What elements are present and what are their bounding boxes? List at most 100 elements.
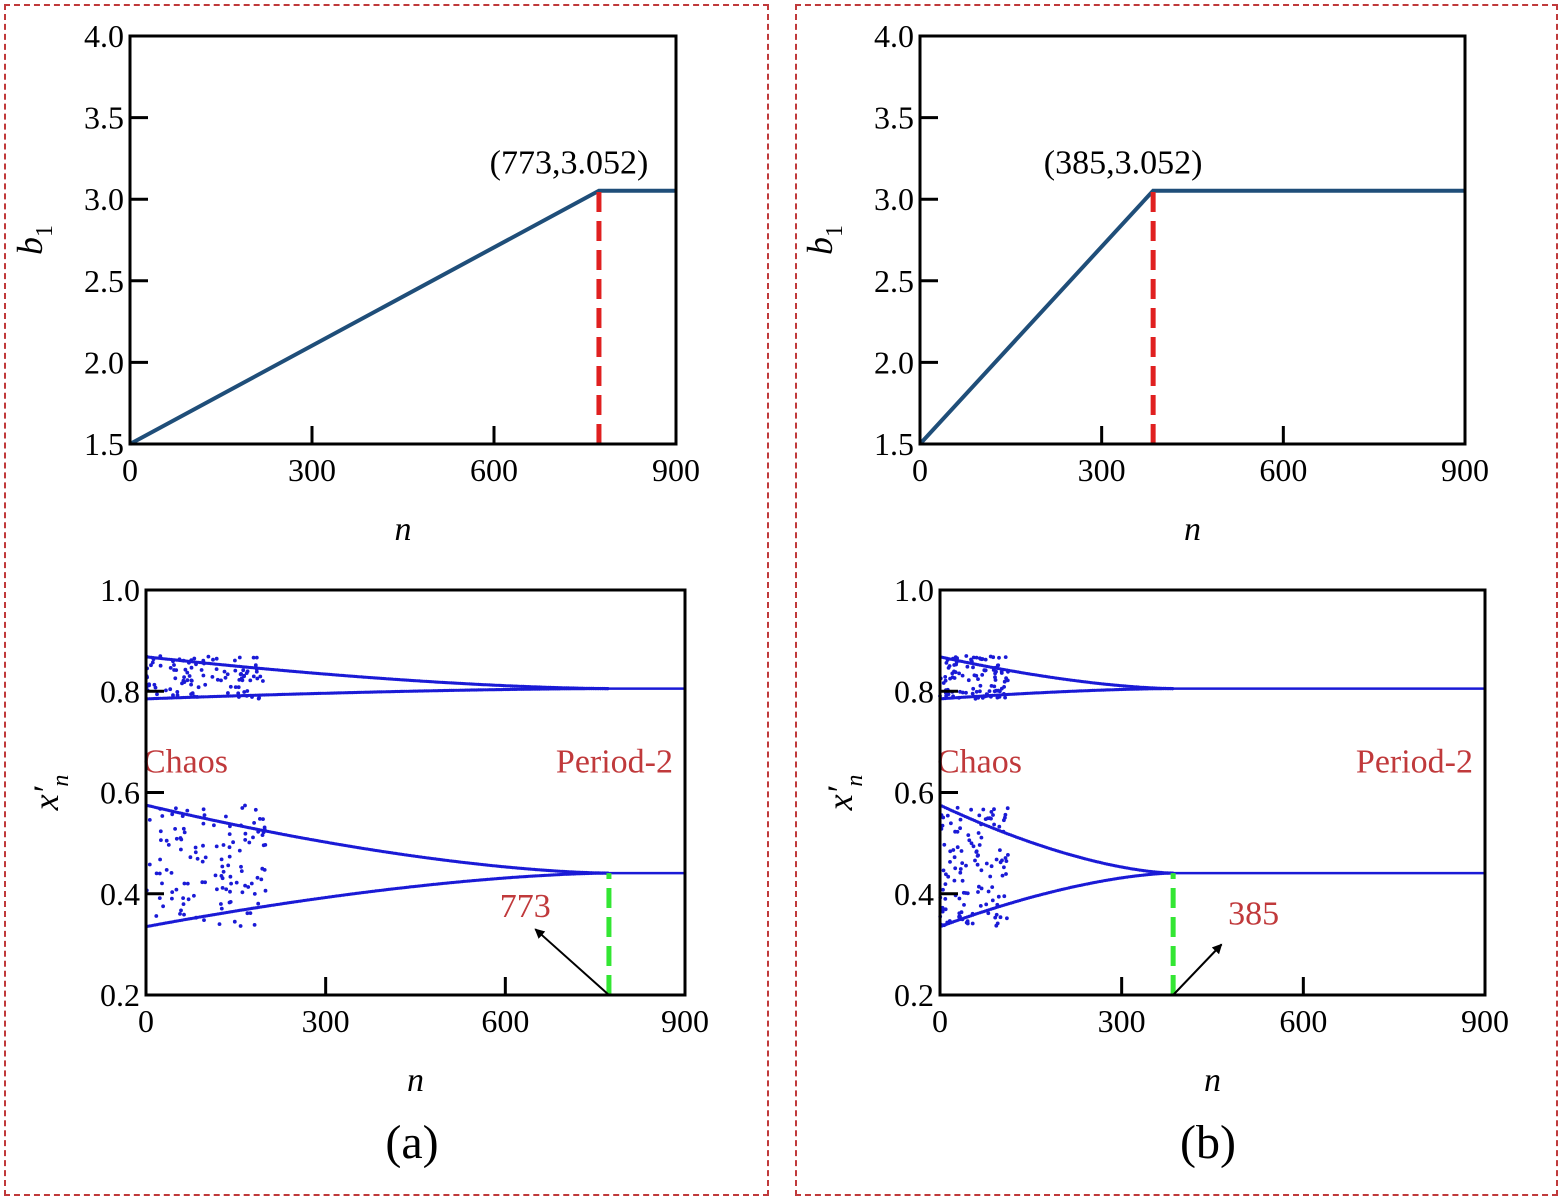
chaos-point xyxy=(158,663,163,668)
chaos-point xyxy=(254,655,259,660)
chaos-point xyxy=(1002,894,1007,899)
chaos-point xyxy=(976,831,981,835)
chaos-point xyxy=(173,676,178,681)
chaos-point xyxy=(1005,916,1009,921)
chaos-point xyxy=(178,912,182,916)
chaos-point xyxy=(1003,695,1007,700)
chaos-point xyxy=(251,674,256,679)
chaos-point xyxy=(233,658,237,663)
chaos-point xyxy=(175,693,180,698)
chaos-point xyxy=(958,867,963,871)
y-tick-label: 0.8 xyxy=(894,673,934,709)
chaos-point xyxy=(980,657,985,661)
chaos-point xyxy=(203,880,208,885)
chaos-point xyxy=(993,678,998,682)
bifurcation-dots xyxy=(144,654,610,928)
y-axis-label: x′n xyxy=(820,775,868,812)
chaos-point xyxy=(1003,812,1008,817)
bifurcation-dots xyxy=(938,654,1175,928)
chaos-point xyxy=(254,667,259,671)
chaos-point xyxy=(195,695,200,699)
chaos-point xyxy=(943,675,948,679)
chaos-point xyxy=(960,878,965,883)
chaos-point xyxy=(242,674,247,679)
chaos-point xyxy=(955,656,959,661)
x-tick-label: 0 xyxy=(138,1003,154,1039)
chaos-point xyxy=(941,907,945,911)
chaos-point xyxy=(964,863,968,868)
chaos-point xyxy=(979,886,984,891)
x-tick-label: 300 xyxy=(1078,452,1126,488)
chaos-point xyxy=(215,887,219,892)
chaos-point xyxy=(245,911,250,916)
chaos-point xyxy=(239,864,243,869)
chaos-point xyxy=(261,679,265,683)
chaos-point xyxy=(157,896,162,900)
chaos-point xyxy=(953,829,957,834)
chaos-point xyxy=(965,891,970,896)
chaos-point xyxy=(252,821,256,825)
chaos-point xyxy=(996,688,1001,693)
chaos-point xyxy=(967,838,972,843)
panel-b-frame xyxy=(795,4,1558,1196)
chaos-point xyxy=(248,678,253,683)
chaos-point xyxy=(154,914,159,918)
chaos-point xyxy=(991,813,995,817)
chart-a-top: (773,3.052) 0 300 600 900 1.5 2.0 2.5 3.0 3.5 4.0 n… xyxy=(10,18,700,548)
chaos-point xyxy=(199,668,204,672)
chaos-point xyxy=(232,919,237,924)
chaos-point xyxy=(961,890,966,895)
chaos-point xyxy=(186,897,191,902)
chaos-point xyxy=(1003,856,1008,860)
chaos-point xyxy=(171,693,175,698)
y-tick-label: 0.8 xyxy=(100,673,140,709)
chaos-point xyxy=(974,655,979,660)
chaos-point xyxy=(192,656,197,661)
chaos-point xyxy=(951,656,955,661)
chaos-point xyxy=(185,881,190,886)
chaos-point xyxy=(994,857,999,862)
chaos-point xyxy=(168,687,173,692)
chaos-point xyxy=(172,668,177,672)
chaos-point xyxy=(252,892,257,896)
chaos-point xyxy=(181,896,186,900)
x-axis-label: n xyxy=(395,511,412,548)
x-tick-label: 300 xyxy=(1098,1003,1146,1039)
chaos-point xyxy=(201,843,205,848)
chaos-point xyxy=(200,859,205,864)
chaos-point xyxy=(147,818,152,822)
chaos-point xyxy=(222,669,227,674)
chaos-point xyxy=(189,665,194,670)
chaos-point xyxy=(227,845,232,850)
chaos-point xyxy=(262,825,267,830)
chaos-point xyxy=(258,674,263,679)
chaos-point xyxy=(942,842,947,847)
chaos-point xyxy=(223,675,228,680)
chaos-point xyxy=(228,900,233,904)
chaos-point xyxy=(160,814,165,818)
chaos-point xyxy=(941,887,945,892)
chaos-point xyxy=(1003,815,1007,820)
chaos-point xyxy=(244,694,249,698)
chaos-point xyxy=(158,807,163,811)
chaos-point xyxy=(999,669,1004,674)
chaos-point xyxy=(221,869,226,874)
chaos-point xyxy=(161,904,166,909)
chaos-point xyxy=(964,920,969,925)
chaos-point xyxy=(997,655,1001,660)
chaos-point xyxy=(256,829,261,834)
chaos-point xyxy=(242,690,247,694)
chaos-point xyxy=(169,871,174,875)
y-tick-label: 0.2 xyxy=(100,977,140,1013)
chaos-point xyxy=(970,691,975,696)
chaos-point xyxy=(978,904,983,908)
y-axis-label: b1 xyxy=(800,225,848,255)
chaos-point xyxy=(226,691,230,695)
chaos-point xyxy=(1003,655,1008,659)
x-tick-label: 0 xyxy=(912,452,928,488)
chaos-point xyxy=(957,671,961,676)
chaos-point xyxy=(970,659,974,664)
y-tick-label: 0.4 xyxy=(100,876,140,912)
chaos-point xyxy=(970,911,975,916)
